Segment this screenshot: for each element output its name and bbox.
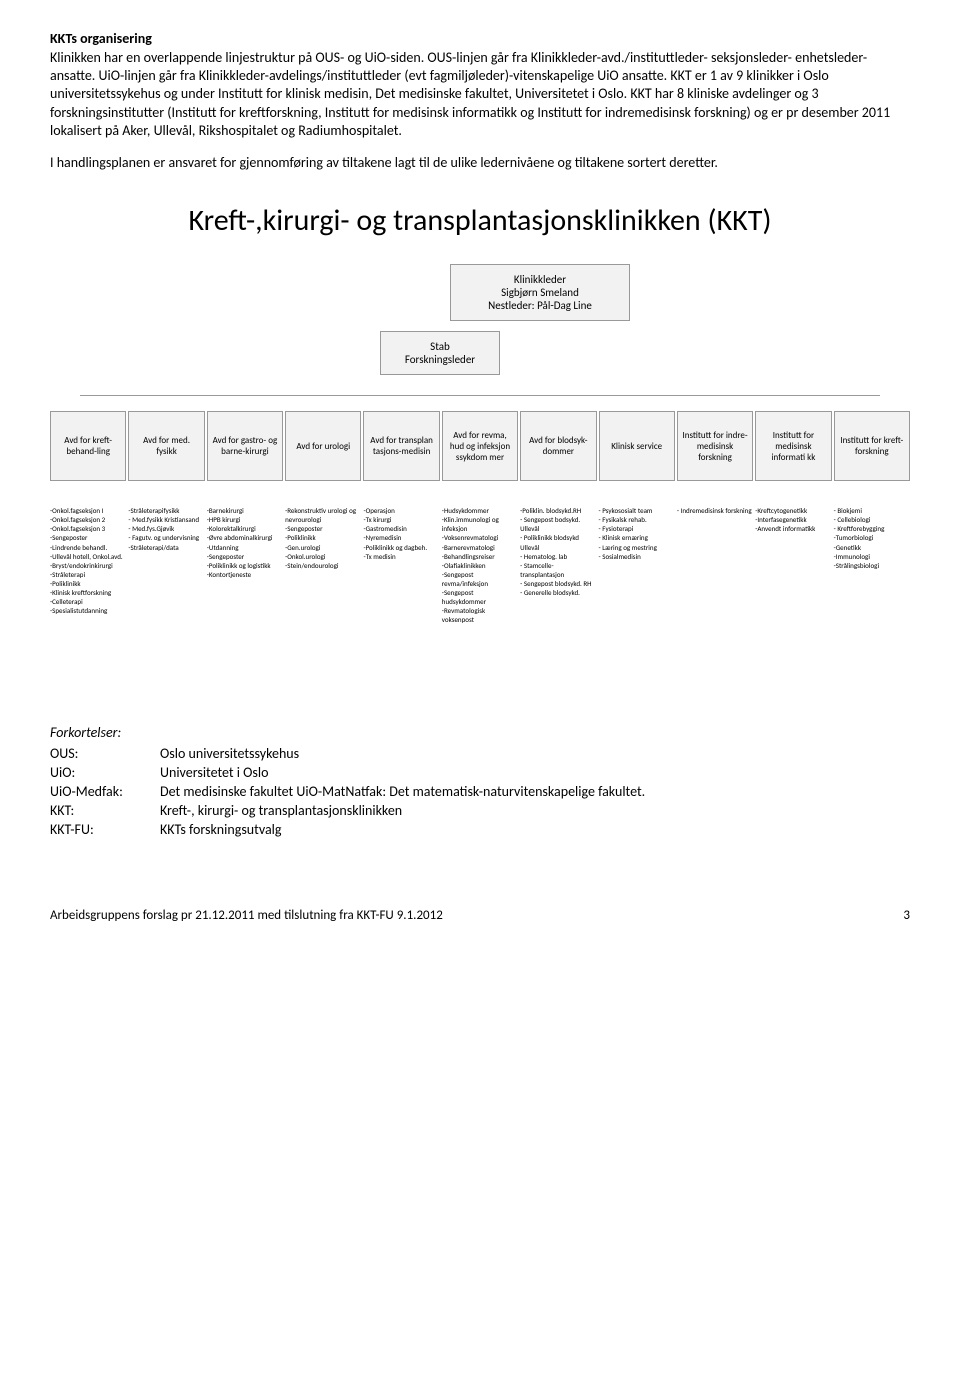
section-title: KKTs organisering <box>50 30 910 47</box>
detail-col: -Kreftcytogenetikk-Interfasegenetikk-Anv… <box>755 506 831 624</box>
detail-col: -Poliklin. blodsykd.RH- Sengepost bodsyk… <box>520 506 596 624</box>
abbrev-row: OUS: Oslo universitetssykehus <box>50 745 910 762</box>
dept-box: Institutt for indre-medisinsk forskning <box>677 411 753 481</box>
detail-col: - Indremedisinsk forskning <box>677 506 753 624</box>
stab-line1: Stab <box>395 340 485 353</box>
abbrev-val: Universitetet i Oslo <box>160 764 268 781</box>
klinikk-line2: Sigbjørn Smeland <box>465 286 615 299</box>
abbrev-title: Forkortelser: <box>50 724 910 741</box>
dept-box: Avd for blodsyk-dommer <box>520 411 596 481</box>
dept-box: Institutt for medisinsk informati kk <box>755 411 831 481</box>
abbrev-val: Kreft-, kirurgi- og transplantasjonsklin… <box>160 802 402 819</box>
detail-col: -Onkol.fagseksjon I-Onkol.fagseksjon 2-O… <box>50 506 126 624</box>
department-row: Avd for kreft-behand-ling Avd for med. f… <box>50 411 910 481</box>
abbrev-val: Det medisinske fakultet UiO-MatNatfak: D… <box>160 783 645 800</box>
detail-col: -Barnekirurgi-HPB kirurgi-Kolorektalkiru… <box>207 506 283 624</box>
klinikk-line1: Klinikkleder <box>465 273 615 286</box>
org-top-row: Klinikkleder Sigbjørn Smeland Nestleder:… <box>50 264 910 321</box>
dept-box: Avd for urologi <box>285 411 361 481</box>
dept-box: Avd for med. fysikk <box>128 411 204 481</box>
detail-col: -Rekonstruktiv urologi og nevrourologi-S… <box>285 506 361 624</box>
org-chart-title: Kreft-,kirurgi- og transplantasjonsklini… <box>50 202 910 239</box>
dept-box: Avd for gastro- og barne-kirurgi <box>207 411 283 481</box>
intro-paragraph-1: Klinikken har en overlappende linjestruk… <box>50 49 910 140</box>
detail-col: - Biokjemi- Cellebiologi- Kreftforebyggi… <box>834 506 910 624</box>
dept-box: Avd for revma, hud og infeksjon ssykdom … <box>442 411 518 481</box>
klinikk-line3: Nestleder: Pål-Dag Line <box>465 299 615 312</box>
detail-col: -Stråleterapifysikk- Med.fysikk Kristian… <box>128 506 204 624</box>
abbrev-val: KKTs forskningsutvalg <box>160 821 281 838</box>
connector-line <box>80 395 880 396</box>
footer-left: Arbeidsgruppens forslag pr 21.12.2011 me… <box>50 908 443 923</box>
abbrev-row: KKT-FU: KKTs forskningsutvalg <box>50 821 910 838</box>
detail-col: -Hudsykdommer-Klin.immunologi og infeksj… <box>442 506 518 624</box>
footer: Arbeidsgruppens forslag pr 21.12.2011 me… <box>50 908 910 923</box>
detail-col: -Operasjon-Tx kirurgi-Gastromedisin-Nyre… <box>363 506 439 624</box>
footer-page-number: 3 <box>903 908 910 923</box>
abbrev-val: Oslo universitetssykehus <box>160 745 299 762</box>
abbrev-key: OUS: <box>50 745 160 762</box>
abbrev-key: KKT: <box>50 802 160 819</box>
abbrev-row: UiO-Medfak: Det medisinske fakultet UiO-… <box>50 783 910 800</box>
abbrev-key: UiO: <box>50 764 160 781</box>
dept-box: Avd for transplan tasjons-medisin <box>363 411 439 481</box>
dept-box: Institutt for kreft-forskning <box>834 411 910 481</box>
detail-col: - Psykososialt team- Fysikalsk rehab.- F… <box>599 506 675 624</box>
abbrev-row: KKT: Kreft-, kirurgi- og transplantasjon… <box>50 802 910 819</box>
abbrev-key: UiO-Medfak: <box>50 783 160 800</box>
abbrev-key: KKT-FU: <box>50 821 160 838</box>
dept-box: Avd for kreft-behand-ling <box>50 411 126 481</box>
dept-box: Klinisk service <box>599 411 675 481</box>
details-row: -Onkol.fagseksjon I-Onkol.fagseksjon 2-O… <box>50 506 910 624</box>
stab-line2: Forskningsleder <box>395 353 485 366</box>
intro-paragraph-2: I handlingsplanen er ansvaret for gjenno… <box>50 154 910 172</box>
klinikkleder-box: Klinikkleder Sigbjørn Smeland Nestleder:… <box>450 264 630 321</box>
org-chart: Kreft-,kirurgi- og transplantasjonsklini… <box>50 202 910 624</box>
stab-box: Stab Forskningsleder <box>380 331 500 375</box>
abbrev-row: UiO: Universitetet i Oslo <box>50 764 910 781</box>
abbreviations-section: Forkortelser: OUS: Oslo universitetssyke… <box>50 724 910 838</box>
